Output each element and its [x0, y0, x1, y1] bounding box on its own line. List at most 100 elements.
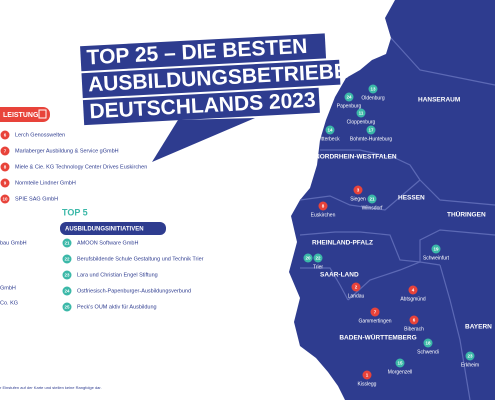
region-label: SAAR-LAND — [320, 272, 359, 279]
city-label: Cloppenburg — [347, 119, 376, 125]
city-label: Trier — [313, 264, 323, 270]
marker-number: 13 — [370, 86, 376, 91]
list-bullet — [0, 178, 10, 188]
marker-number: 23 — [467, 353, 473, 358]
list-bullet — [0, 194, 10, 204]
marker — [353, 185, 363, 195]
partial-text: Co. KG — [0, 300, 18, 306]
marker-number: 15 — [397, 360, 403, 365]
marker — [318, 201, 328, 211]
region-label: NORDRHEIN-WESTFALEN — [315, 154, 397, 161]
map: HANSERAUM NORDRHEIN-WESTFALEN HESSEN THÜRIN… — [289, 0, 495, 400]
marker — [356, 108, 366, 118]
list-number: 22 — [64, 256, 70, 261]
city-label: Schwendi — [417, 349, 439, 355]
city-label: Biberach — [404, 326, 424, 332]
list-bullet — [62, 238, 72, 248]
list-bullet — [62, 254, 72, 264]
marker-number: 19 — [433, 246, 439, 251]
list-bullet — [62, 286, 72, 296]
marker-number: 2 — [355, 284, 358, 289]
list-item: Normteile Lindner GmbH — [15, 180, 76, 186]
list-heading: LEISTUNG — [3, 112, 39, 119]
list-item: SPIE SAG GmbH — [15, 196, 58, 202]
list-number: 24 — [64, 288, 70, 293]
list-item: Lara und Christian Engel Stiftung — [77, 272, 158, 278]
marker — [344, 92, 354, 102]
list-item: Berufsbildende Schule Gestaltung und Tec… — [77, 256, 204, 262]
markers: 24Papenburg13Oldenburg11Cloppenburg14Itt… — [303, 84, 479, 387]
list-item: Peck's OUM aktiv für Ausbildung — [77, 304, 157, 310]
city-label: Abtsgmünd — [400, 296, 426, 302]
list-heading: AUSBILDUNGSINITIATIVEN — [65, 227, 144, 233]
marker — [366, 125, 376, 135]
marker-number: 20 — [305, 255, 311, 260]
marker-number: 1 — [366, 372, 369, 377]
marker — [368, 84, 378, 94]
footnote: r Einstufen auf der Karte und stellen ke… — [0, 385, 102, 390]
city-label: Bohmte-Hunteburg — [350, 136, 392, 142]
region-label: BADEN-WÜRTTEMBERG — [339, 333, 416, 342]
list-item: Miele & Cie. KG Technology Center Drives… — [15, 164, 147, 170]
marker-number: 24 — [346, 94, 352, 99]
region-borders — [299, 37, 495, 400]
list-number: 21 — [64, 240, 70, 245]
region-label: BAYERN — [465, 324, 492, 331]
list-number: 9 — [4, 180, 7, 185]
city-label: Schweinfurt — [423, 255, 450, 261]
marker-number: 3 — [357, 187, 360, 192]
region-label: HESSEN — [398, 195, 425, 202]
list-number: 8 — [4, 164, 7, 169]
title-box — [81, 59, 341, 99]
list-number: 25 — [64, 304, 70, 309]
city-label: Landau — [348, 293, 365, 299]
list-item: Ostfriesisch-Papenburger-Ausbildungsverb… — [77, 288, 191, 294]
list-number: 10 — [2, 196, 8, 201]
list-number: 23 — [64, 272, 70, 277]
marker-number: 18 — [425, 340, 431, 345]
banner-pointer — [152, 118, 255, 162]
city-label: Papenburg — [337, 103, 362, 109]
marker — [313, 253, 323, 263]
performance-list: LEISTUNG 6 Lerch Genosswelten 7 Marlaberger… — [0, 107, 147, 204]
marker — [303, 253, 313, 263]
list-item: Marlaberger Ausbildung & Service gGmbH — [15, 148, 119, 154]
region-label: RHEINLAND-PFALZ — [312, 240, 373, 247]
marker — [423, 338, 433, 348]
city-label: Kisslegg — [358, 381, 377, 387]
marker — [362, 370, 372, 380]
city-label: Itterbeck — [320, 136, 340, 142]
city-label: Gammertingen — [358, 318, 391, 324]
marker — [325, 125, 335, 135]
marker-number: 7 — [374, 309, 377, 314]
title-box — [80, 33, 327, 72]
marker — [409, 315, 419, 325]
region-label: THÜRINGEN — [447, 210, 486, 219]
marker-number: 4 — [412, 287, 415, 292]
city-label: Oldenburg — [361, 95, 385, 101]
marker-number: 8 — [322, 203, 325, 208]
city-label: Siegen — [350, 196, 366, 202]
marker — [351, 282, 361, 292]
partial-text: GmbH — [0, 285, 16, 291]
city-label: Wilnsdorf — [362, 205, 383, 211]
list-number: 6 — [4, 132, 7, 137]
region-labels: HANSERAUM NORDRHEIN-WESTFALEN HESSEN THÜRIN… — [312, 97, 492, 342]
partial-text: bau GmbH — [0, 240, 27, 246]
heading-icon — [38, 109, 47, 119]
region-label: HANSERAUM — [418, 97, 460, 104]
marker — [370, 307, 380, 317]
city-label: Euskirchen — [311, 212, 336, 218]
list-item: Lerch Genosswelten — [15, 132, 65, 138]
list-bullet — [62, 270, 72, 280]
title-banner: TOP 25 – DIE BESTEN AUSBILDUNGSBETRIEBE … — [80, 33, 349, 126]
top-label: TOP 5 — [62, 207, 88, 217]
marker — [465, 351, 475, 361]
marker-number: 22 — [315, 255, 321, 260]
heading-pill — [0, 107, 50, 122]
list-item: AMOON Software GmbH — [77, 240, 138, 246]
list-bullet — [0, 130, 10, 140]
list-bullet — [62, 302, 72, 312]
marker-number: 6 — [413, 317, 416, 322]
